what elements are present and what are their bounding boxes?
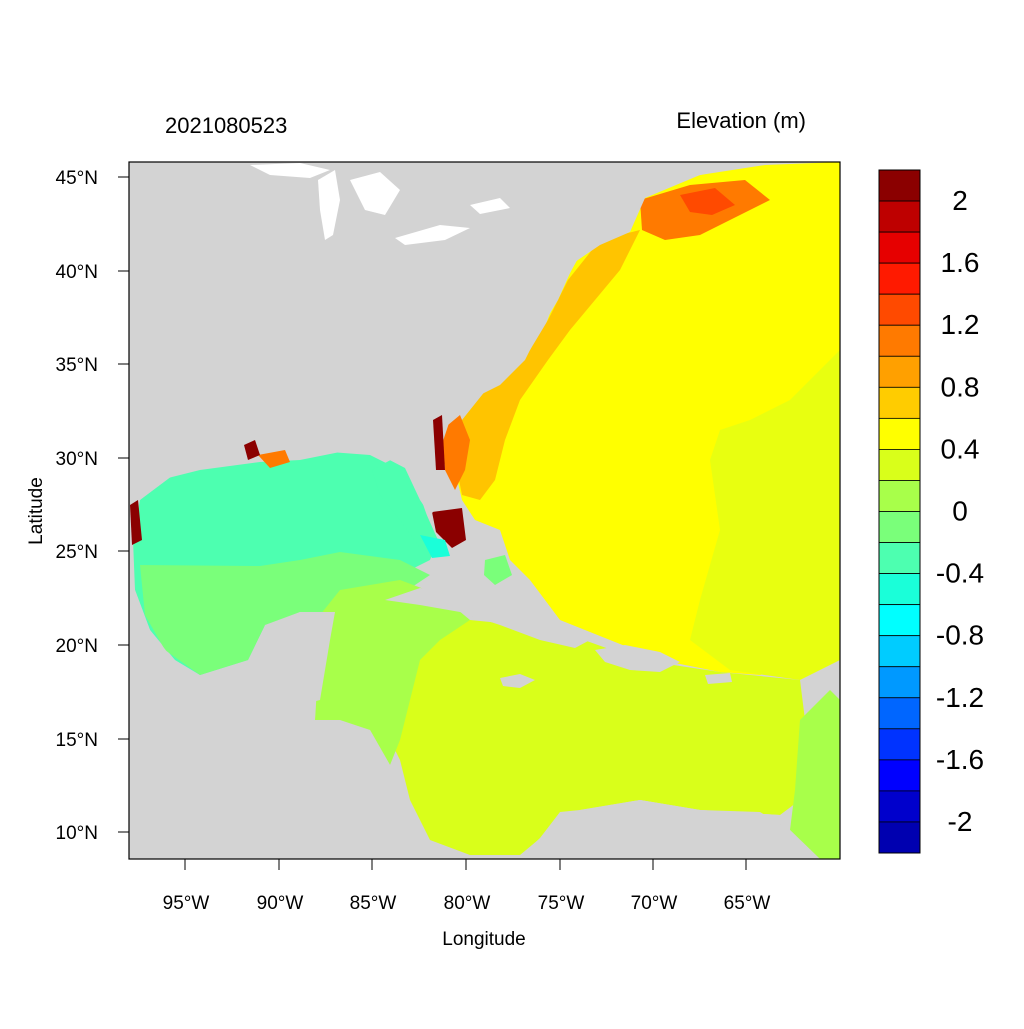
lake-erie — [395, 225, 470, 245]
lon-tick-label: 65°W — [724, 893, 771, 914]
western-caribbean-field — [315, 580, 470, 765]
lon-tick-label: 95°W — [163, 893, 210, 914]
colorbar-swatch — [878, 324, 921, 357]
colorbar-swatch — [878, 666, 921, 699]
colorbar-swatch — [878, 542, 921, 574]
north-america-land — [129, 162, 765, 565]
colorbar-swatch — [878, 449, 921, 481]
coastal-shelf-field — [455, 230, 640, 500]
caribbean-field — [315, 600, 810, 855]
lat-tick-label: 40°N — [56, 262, 98, 283]
colorbar-swatch — [878, 480, 921, 512]
louisiana-surge-field — [258, 450, 290, 468]
yucatan-land — [255, 612, 335, 705]
south-florida-field — [432, 508, 466, 548]
cuba-land — [385, 588, 590, 648]
colorbar-swatch — [878, 759, 921, 792]
colorbar-swatch — [878, 293, 921, 326]
colorbar-swatch — [878, 604, 921, 637]
bahamas-shoal — [484, 555, 512, 585]
colorbar-label: -1.6 — [936, 744, 984, 775]
colorbar-label: 0.4 — [941, 433, 980, 464]
colorbar-label: -1.2 — [936, 682, 984, 713]
colorbar-label: 1.2 — [941, 309, 980, 340]
colorbar-label: 0.8 — [941, 371, 980, 402]
southeast-coast-field — [442, 415, 470, 490]
lat-tick-label: 35°N — [56, 355, 98, 376]
colorbar-swatch — [878, 728, 921, 761]
jamaica-land — [500, 674, 535, 688]
lake-superior — [250, 163, 330, 178]
colorbar-swatch — [878, 511, 921, 543]
colorbar: 2 1.6 1.2 0.8 0.4 0 -0.4 -0.8 -1.2 -1.6 -2 — [878, 169, 984, 854]
lat-tick-label: 45°N — [56, 168, 98, 189]
atlantic-east-field — [690, 350, 840, 680]
colorbar-swatch — [878, 262, 921, 295]
longitude-axis: 95°W 90°W 85°W 80°W 75°W 70°W 65°W — [163, 859, 771, 914]
puerto-rico-land — [705, 673, 732, 684]
eastern-caribbean-field — [790, 690, 840, 859]
texas-coast-surge — [130, 500, 142, 545]
y-axis-title: Latitude — [26, 477, 47, 545]
colorbar-swatch — [878, 635, 921, 668]
lon-tick-label: 70°W — [631, 893, 678, 914]
colorbar-swatch — [878, 231, 921, 264]
lake-ontario — [470, 198, 510, 214]
colorbar-swatch — [878, 200, 921, 233]
colorbar-label: 2 — [952, 185, 968, 216]
colorbar-swatch — [878, 573, 921, 606]
colorbar-swatch — [878, 355, 921, 388]
lon-tick-label: 75°W — [538, 893, 585, 914]
lake-michigan — [318, 170, 340, 240]
x-axis-title: Longitude — [442, 929, 525, 950]
louisiana-surge-core — [244, 440, 260, 460]
colorbar-label: -0.4 — [936, 558, 984, 589]
map-plot-area — [129, 162, 840, 859]
colorbar-label: 1.6 — [941, 247, 980, 278]
lat-tick-label: 25°N — [56, 542, 98, 563]
gulf-of-maine-core — [680, 188, 735, 215]
lon-tick-label: 80°W — [444, 893, 491, 914]
georgia-coast-surge — [433, 415, 445, 470]
map-variable-title: Elevation (m) — [676, 108, 806, 133]
map-frame — [128, 161, 841, 860]
hispaniola-land — [595, 645, 680, 672]
colorbar-label: -2 — [948, 806, 973, 837]
lon-tick-label: 90°W — [257, 893, 304, 914]
lat-tick-label: 30°N — [56, 449, 98, 470]
lat-tick-label: 20°N — [56, 636, 98, 657]
latitude-axis: 45°N 40°N 35°N 30°N 25°N 20°N 15°N 10°N — [56, 168, 129, 844]
gulf-south-field — [140, 552, 430, 675]
florida-keys-cyan — [420, 535, 450, 558]
colorbar-label: -0.8 — [936, 620, 984, 651]
south-america-land — [520, 800, 810, 859]
lat-tick-label: 10°N — [56, 823, 98, 844]
west-florida-shelf — [372, 455, 440, 552]
map-date-title: 2021080523 — [165, 113, 287, 138]
lon-tick-label: 85°W — [350, 893, 397, 914]
colorbar-swatch — [878, 386, 921, 419]
colorbar-frame — [878, 169, 921, 854]
lat-tick-label: 15°N — [56, 730, 98, 751]
lake-huron — [350, 172, 400, 215]
colorbar-swatch — [878, 697, 921, 730]
colorbar-swatch — [878, 169, 921, 202]
colorbar-swatch — [878, 790, 921, 823]
colorbar-swatch — [878, 417, 921, 450]
colorbar-swatch — [878, 821, 921, 854]
colorbar-label: 0 — [952, 496, 968, 527]
